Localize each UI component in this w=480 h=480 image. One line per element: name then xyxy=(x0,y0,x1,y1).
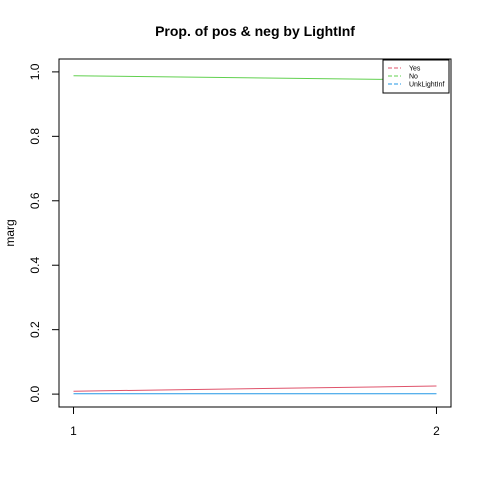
y-tick-label: 1.0 xyxy=(28,63,42,80)
x-tick-label: 1 xyxy=(70,424,77,438)
y-tick-label: 0.0 xyxy=(28,385,42,402)
y-axis-label: marg xyxy=(3,219,17,246)
chart-title: Prop. of pos & neg by LightInf xyxy=(155,23,355,39)
plot-area-frame xyxy=(58,58,452,408)
y-tick-label: 0.4 xyxy=(28,257,42,274)
y-tick-label: 0.8 xyxy=(28,128,42,145)
series-line-no xyxy=(73,75,437,81)
legend-label: No xyxy=(409,74,418,81)
legend-label: Yes xyxy=(409,66,421,73)
series-line-yes xyxy=(73,385,437,392)
x-tick-label: 2 xyxy=(433,424,440,438)
series-layer xyxy=(73,75,437,395)
legend-label: UnkLightInf xyxy=(409,82,444,89)
y-tick-label: 0.2 xyxy=(28,321,42,338)
y-axis: 0.0 0.2 0.4 0.6 0.8 1.0 xyxy=(28,63,60,402)
y-tick-label: 0.6 xyxy=(28,192,42,209)
